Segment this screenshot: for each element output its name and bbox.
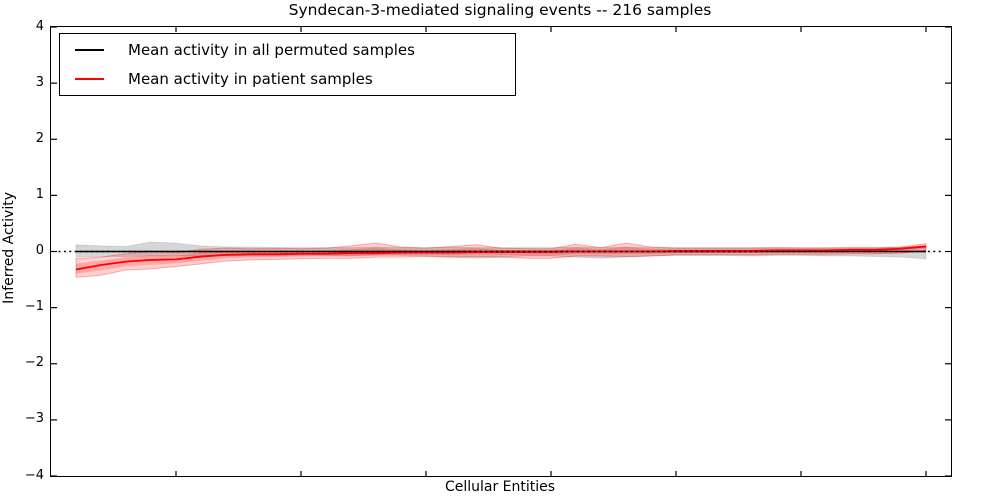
y-tick-label: −1 — [24, 299, 44, 315]
x-axis-label: Cellular Entities — [444, 479, 556, 495]
legend: Mean activity in all permuted samples Me… — [59, 33, 516, 96]
y-tick-label: 2 — [35, 130, 44, 146]
plot-svg — [51, 27, 951, 476]
legend-item-permuted: Mean activity in all permuted samples — [60, 37, 515, 64]
y-tick-label: 3 — [35, 74, 44, 90]
legend-label: Mean activity in all permuted samples — [128, 41, 415, 59]
y-tick-label: −4 — [24, 467, 44, 483]
patient-line-swatch-icon — [75, 78, 104, 80]
plot-area — [50, 26, 952, 477]
legend-item-patient: Mean activity in patient samples — [60, 66, 515, 93]
y-tick-label: 4 — [35, 18, 44, 34]
y-tick-label: 0 — [35, 243, 44, 258]
y-tick-label: 1 — [35, 186, 44, 202]
legend-label: Mean activity in patient samples — [128, 70, 373, 88]
y-tick-label: −3 — [24, 411, 44, 427]
patient-mean-line — [75, 245, 927, 271]
y-tick-label: −2 — [24, 355, 44, 371]
permuted-line-swatch-icon — [75, 49, 104, 51]
chart-title: Syndecan-3-mediated signaling events -- … — [288, 1, 712, 19]
